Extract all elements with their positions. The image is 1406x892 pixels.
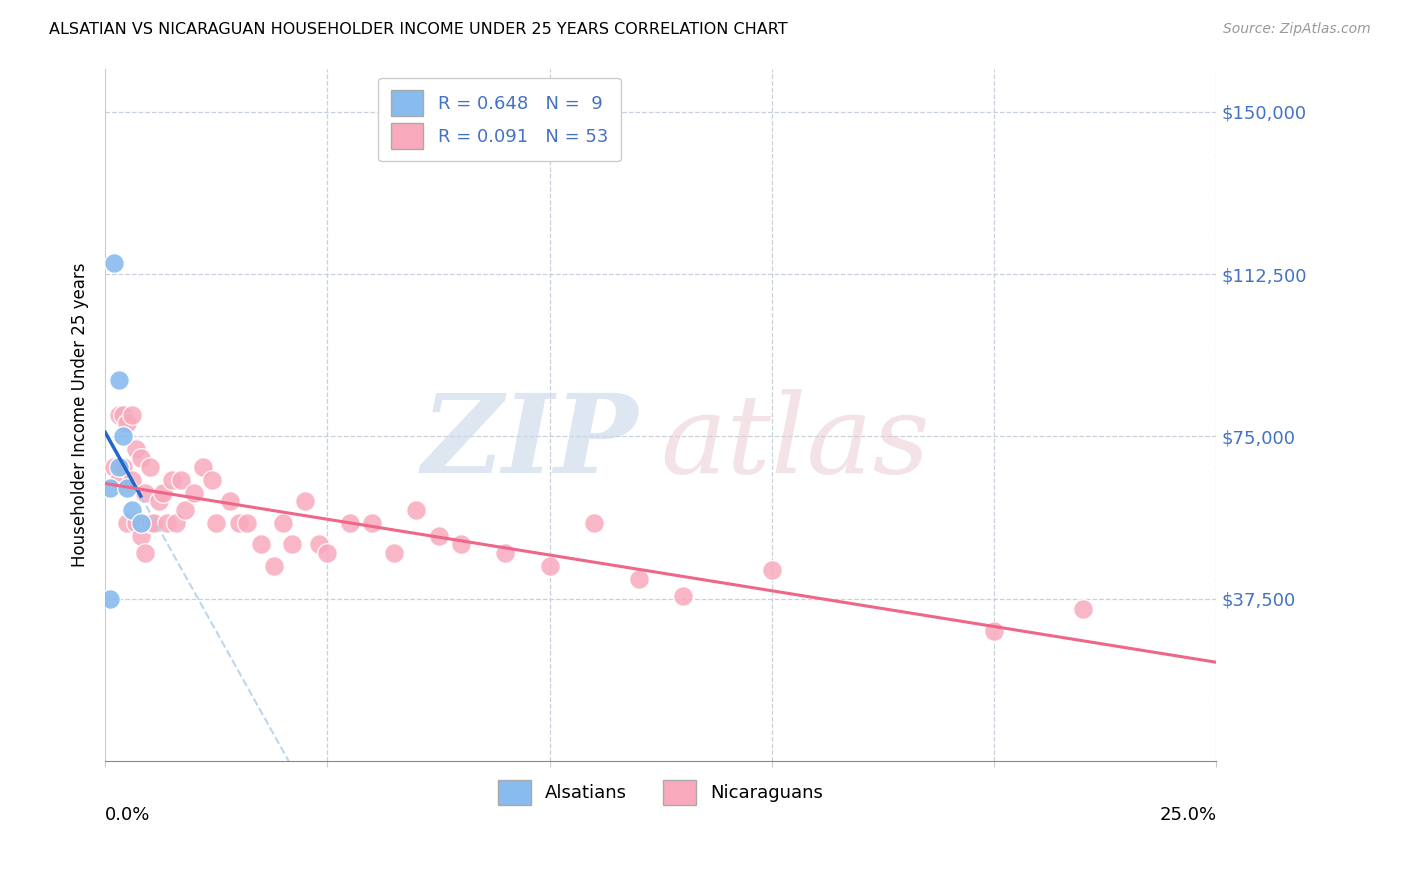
- Point: [281, 537, 304, 551]
- Point: [98, 481, 121, 495]
- Point: [107, 473, 129, 487]
- Point: [129, 516, 152, 530]
- Point: [138, 516, 160, 530]
- Point: [111, 429, 134, 443]
- Point: [143, 516, 166, 530]
- Point: [152, 485, 174, 500]
- Point: [308, 537, 330, 551]
- Point: [316, 546, 339, 560]
- Point: [125, 442, 148, 457]
- Point: [170, 473, 193, 487]
- Point: [117, 481, 139, 495]
- Point: [183, 485, 205, 500]
- Point: [134, 546, 156, 560]
- Point: [1071, 602, 1094, 616]
- Point: [205, 516, 228, 530]
- Text: ALSATIAN VS NICARAGUAN HOUSEHOLDER INCOME UNDER 25 YEARS CORRELATION CHART: ALSATIAN VS NICARAGUAN HOUSEHOLDER INCOM…: [49, 22, 787, 37]
- Point: [117, 417, 139, 431]
- Point: [249, 537, 271, 551]
- Text: 25.0%: 25.0%: [1159, 805, 1216, 824]
- Text: Source: ZipAtlas.com: Source: ZipAtlas.com: [1223, 22, 1371, 37]
- Point: [111, 408, 134, 422]
- Point: [983, 624, 1005, 638]
- Point: [98, 591, 121, 606]
- Text: 0.0%: 0.0%: [105, 805, 150, 824]
- Point: [107, 373, 129, 387]
- Point: [427, 529, 450, 543]
- Y-axis label: Householder Income Under 25 years: Householder Income Under 25 years: [72, 262, 89, 567]
- Point: [494, 546, 516, 560]
- Point: [761, 564, 783, 578]
- Point: [125, 516, 148, 530]
- Point: [103, 459, 125, 474]
- Point: [174, 503, 197, 517]
- Point: [236, 516, 259, 530]
- Point: [450, 537, 472, 551]
- Point: [129, 450, 152, 465]
- Point: [360, 516, 382, 530]
- Point: [405, 503, 427, 517]
- Point: [627, 572, 650, 586]
- Point: [121, 473, 143, 487]
- Point: [129, 529, 152, 543]
- Legend: Alsatians, Nicaraguans: Alsatians, Nicaraguans: [489, 771, 832, 814]
- Point: [138, 459, 160, 474]
- Point: [191, 459, 214, 474]
- Point: [156, 516, 179, 530]
- Point: [111, 459, 134, 474]
- Point: [107, 459, 129, 474]
- Point: [294, 494, 316, 508]
- Text: ZIP: ZIP: [422, 389, 638, 496]
- Text: atlas: atlas: [661, 389, 931, 496]
- Point: [271, 516, 294, 530]
- Point: [117, 516, 139, 530]
- Point: [121, 408, 143, 422]
- Point: [165, 516, 187, 530]
- Point: [148, 494, 170, 508]
- Point: [201, 473, 224, 487]
- Point: [672, 590, 695, 604]
- Point: [218, 494, 240, 508]
- Point: [103, 256, 125, 270]
- Point: [583, 516, 606, 530]
- Point: [228, 516, 250, 530]
- Point: [107, 408, 129, 422]
- Point: [538, 559, 561, 574]
- Point: [382, 546, 405, 560]
- Point: [263, 559, 285, 574]
- Point: [339, 516, 361, 530]
- Point: [121, 503, 143, 517]
- Point: [160, 473, 183, 487]
- Point: [134, 485, 156, 500]
